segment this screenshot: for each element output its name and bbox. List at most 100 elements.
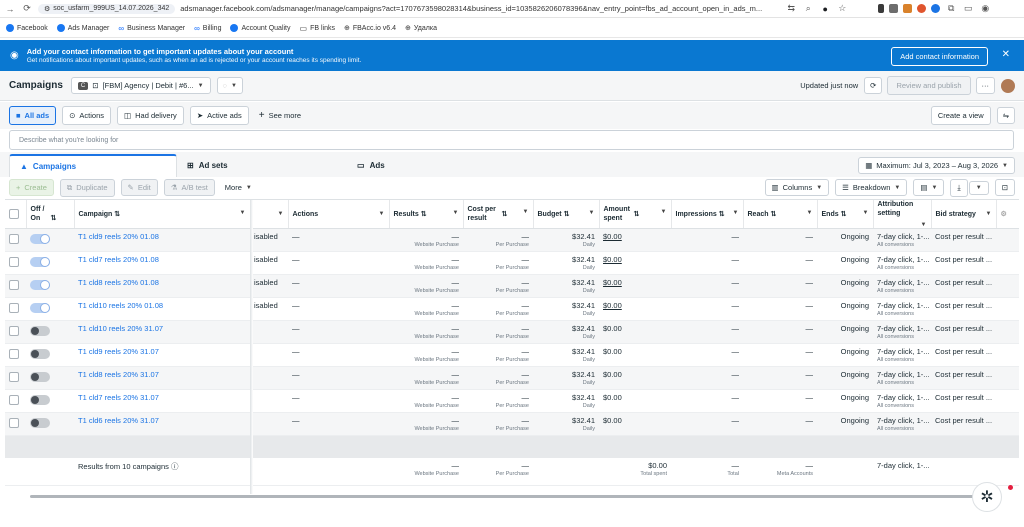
campaign-name-link[interactable]: T1 cld6 reels 20% 31.07 — [78, 416, 159, 425]
row-checkbox-cell[interactable] — [5, 251, 26, 275]
row-checkbox-cell[interactable] — [5, 389, 26, 413]
toggle-cell[interactable] — [26, 389, 74, 413]
header-delivery[interactable]: ▼ — [250, 200, 289, 229]
campaign-name-link[interactable]: T1 cld10 reels 20% 01.08 — [78, 301, 164, 310]
campaign-toggle[interactable] — [30, 303, 50, 313]
help-assistant-button[interactable]: ✲ — [972, 482, 1002, 512]
campaign-toggle[interactable] — [30, 234, 50, 244]
budget-cell[interactable]: $32.41 Daily — [533, 274, 599, 298]
create-view-button[interactable]: Create a view — [930, 106, 991, 125]
facebook-ext-icon[interactable]: ● — [822, 3, 828, 14]
back-icon[interactable]: → — [5, 3, 15, 14]
create-button[interactable]: + Create — [9, 179, 54, 196]
tab-ads[interactable]: ▭ Ads — [347, 154, 517, 177]
bookmark-star-icon[interactable]: ☆ — [838, 3, 847, 13]
bookmark-udalka[interactable]: ⊕ Удалка — [405, 24, 437, 33]
row-checkbox-cell[interactable] — [5, 343, 26, 367]
address-bar[interactable]: adsmanager.facebook.com/adsmanager/manag… — [180, 4, 763, 13]
toggle-cell[interactable] — [26, 297, 74, 321]
table-row[interactable]: T1 cld10 reels 20% 31.07— — Website Purcha… — [5, 320, 1019, 344]
toggle-cell[interactable] — [26, 343, 74, 367]
bookmark-fb-links[interactable]: ▭ FB links — [300, 24, 335, 33]
duplicate-button[interactable]: ⧉ Duplicate — [59, 178, 115, 197]
bookmark-business-manager[interactable]: ∞ Business Manager — [118, 24, 185, 33]
row-checkbox[interactable] — [9, 372, 19, 382]
select-all-checkbox[interactable] — [9, 209, 19, 219]
breakdown-button[interactable]: ☰ Breakdown ▼ — [835, 179, 908, 196]
profile-avatar-icon[interactable]: ◉ — [981, 3, 990, 13]
toggle-cell[interactable] — [26, 320, 74, 344]
bookmark-ads-manager[interactable]: Ads Manager — [56, 24, 109, 32]
campaign-toggle[interactable] — [30, 257, 50, 267]
select-all-checkbox-cell[interactable] — [5, 200, 27, 229]
row-checkbox[interactable] — [9, 349, 19, 359]
budget-cell[interactable]: $32.41 Daily — [533, 343, 599, 367]
table-row[interactable]: T1 cld9 reels 20% 31.07— — Website Purchas… — [5, 343, 1019, 367]
ab-test-button[interactable]: ⚗ A/B test — [163, 179, 215, 196]
budget-cell[interactable]: $32.41 Daily — [533, 320, 599, 344]
toggle-cell[interactable] — [26, 228, 74, 252]
campaign-name-cell[interactable]: T1 cld8 reels 20% 31.07 — [74, 366, 250, 390]
toggle-cell[interactable] — [26, 274, 74, 298]
header-results[interactable]: Results ⇅ ▼ — [389, 200, 464, 229]
bookmark-fbacc[interactable]: ⊕ FBAcc.io v6.4 — [344, 24, 396, 33]
horizontal-scrollbar[interactable] — [30, 495, 980, 498]
campaign-name-link[interactable]: T1 cld7 reels 20% 01.08 — [78, 255, 159, 264]
campaign-name-link[interactable]: T1 cld8 reels 20% 01.08 — [78, 278, 159, 287]
review-publish-button[interactable]: Review and publish — [887, 76, 971, 95]
campaign-name-cell[interactable]: T1 cld9 reels 20% 01.08 — [74, 228, 250, 252]
campaign-name-link[interactable]: T1 cld10 reels 20% 31.07 — [78, 324, 164, 333]
table-row[interactable]: T1 cld6 reels 20% 31.07— — Website Purchas… — [5, 412, 1019, 436]
header-budget[interactable]: Budget ⇅ ▼ — [533, 200, 600, 229]
filter-active-ads[interactable]: ➤ Active ads — [189, 106, 249, 125]
export-button[interactable]: ⤓ — [950, 178, 968, 197]
row-checkbox[interactable] — [9, 303, 19, 313]
budget-cell[interactable]: $32.41 Daily — [533, 412, 599, 436]
row-checkbox-cell[interactable] — [5, 366, 26, 390]
table-row[interactable]: T1 cld7 reels 20% 01.08 isabled — — Website … — [5, 251, 1019, 275]
header-amount-spent[interactable]: Amount spent⇅ ▼ — [599, 200, 672, 229]
campaign-name-link[interactable]: T1 cld7 reels 20% 31.07 — [78, 393, 159, 402]
avatar[interactable] — [1001, 78, 1015, 93]
table-row[interactable]: T1 cld8 reels 20% 31.07— — Website Purchas… — [5, 366, 1019, 390]
extension-icon-3[interactable] — [903, 4, 913, 13]
header-settings[interactable]: ⚙ — [996, 200, 1019, 229]
row-checkbox[interactable] — [9, 234, 19, 244]
toggle-cell[interactable] — [26, 412, 74, 436]
extension-icon-5[interactable] — [931, 4, 941, 13]
header-attribution[interactable]: Attribution setting ▼ — [873, 200, 932, 229]
campaign-name-cell[interactable]: T1 cld6 reels 20% 31.07 — [74, 412, 250, 436]
tab-adsets[interactable]: ⊞ Ad sets — [177, 154, 347, 177]
row-checkbox[interactable] — [9, 395, 19, 405]
see-more-button[interactable]: + See more — [255, 110, 305, 121]
header-campaign[interactable]: Campaign ⇅ ▼ — [74, 200, 251, 229]
table-row[interactable]: T1 cld7 reels 20% 31.07— — Website Purchas… — [5, 389, 1019, 413]
campaign-name-cell[interactable]: T1 cld9 reels 20% 31.07 — [74, 343, 250, 367]
filter-all-ads[interactable]: ■ All ads — [9, 106, 57, 125]
header-bid-strategy[interactable]: Bid strategy ▼ — [931, 200, 997, 229]
profile-chip[interactable]: ⚙ soc_usfarm_999US_14.07.2026_342 — [38, 3, 176, 14]
budget-cell[interactable]: $32.41 Daily — [533, 366, 599, 390]
row-checkbox[interactable] — [9, 418, 19, 428]
budget-cell[interactable]: $32.41 Daily — [533, 228, 599, 252]
budget-cell[interactable]: $32.41 Daily — [533, 251, 599, 275]
row-checkbox-cell[interactable] — [5, 412, 26, 436]
budget-cell[interactable]: $32.41 Daily — [533, 297, 599, 321]
row-checkbox-cell[interactable] — [5, 274, 26, 298]
bookmark-facebook[interactable]: Facebook — [6, 24, 48, 32]
header-off-on[interactable]: Off / On ⇅ — [26, 200, 75, 229]
campaign-name-cell[interactable]: T1 cld8 reels 20% 01.08 — [74, 274, 250, 298]
close-icon[interactable]: ✕ — [1001, 49, 1010, 60]
more-options-button[interactable]: ··· — [975, 77, 995, 94]
campaign-name-link[interactable]: T1 cld9 reels 20% 31.07 — [78, 347, 159, 356]
row-checkbox[interactable] — [9, 280, 19, 290]
table-row[interactable]: T1 cld9 reels 20% 01.08 isabled — — Website … — [5, 228, 1019, 252]
header-impressions[interactable]: Impressions ⇅ ▼ — [671, 200, 744, 229]
campaign-name-cell[interactable]: T1 cld10 reels 20% 31.07 — [74, 320, 250, 344]
tab-campaigns[interactable]: ▲ Campaigns — [9, 154, 177, 177]
bookmark-billing[interactable]: ∞ Billing — [194, 24, 221, 33]
toggle-cell[interactable] — [26, 366, 74, 390]
campaign-toggle[interactable] — [30, 372, 50, 382]
campaign-toggle[interactable] — [30, 418, 50, 428]
extension-icon-2[interactable] — [889, 4, 899, 13]
